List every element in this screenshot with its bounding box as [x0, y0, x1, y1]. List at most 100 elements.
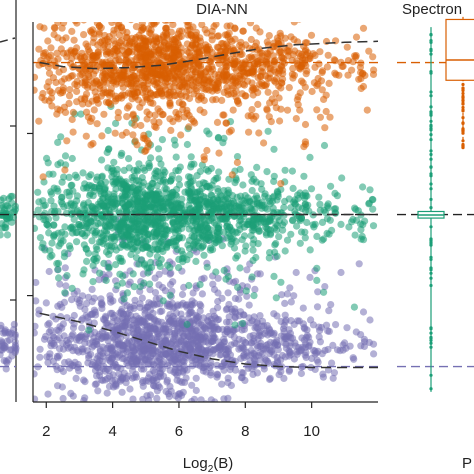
scatter-point — [245, 128, 253, 136]
scatter-point — [166, 177, 175, 185]
scatter-point — [144, 341, 152, 349]
scatter-point — [162, 58, 170, 66]
scatter-point — [329, 374, 337, 382]
scatter-point — [369, 205, 377, 213]
scatter-point — [161, 287, 169, 295]
scatter-point — [230, 89, 238, 97]
scatter-point — [33, 86, 38, 94]
scatter-point — [75, 221, 83, 229]
scatter-point — [343, 43, 351, 51]
scatter-point — [96, 347, 104, 355]
box-strip-point — [429, 271, 433, 275]
scatter-point — [57, 133, 65, 141]
scatter-point — [61, 223, 69, 231]
scatter-point — [81, 232, 89, 240]
scatter-point — [58, 324, 66, 332]
scatter-point — [192, 386, 200, 395]
scatter-point — [214, 224, 222, 232]
scatter-point — [99, 43, 107, 51]
scatter-point — [97, 24, 105, 32]
scatter-point — [360, 335, 368, 343]
scatter-point — [357, 226, 365, 234]
scatter-point — [58, 193, 66, 202]
scatter-point — [147, 99, 155, 107]
scatter-point — [274, 39, 282, 48]
scatter-point — [130, 283, 138, 291]
scatter-point — [359, 183, 367, 191]
left-scatter-point — [11, 348, 19, 356]
scatter-point — [135, 412, 142, 419]
scatter-point — [147, 258, 155, 266]
box-strip-point — [429, 127, 433, 131]
scatter-point — [166, 100, 174, 108]
scatter-point — [104, 126, 112, 135]
scatter-point — [248, 54, 256, 62]
scatter-point — [47, 44, 55, 52]
scatter-point — [248, 226, 256, 234]
scatter-point — [124, 401, 127, 402]
scatter-point — [227, 126, 235, 134]
scatter-point — [187, 8, 194, 15]
scatter-point — [87, 141, 95, 149]
scatter-point — [196, 62, 205, 70]
scatter-point — [170, 45, 178, 54]
scatter-point — [67, 343, 75, 351]
scatter-point — [236, 74, 244, 83]
box-strip-point — [461, 116, 465, 120]
scatter-point — [58, 200, 66, 208]
scatter-point — [54, 229, 62, 237]
scatter-point — [325, 307, 333, 315]
left-trend-line — [0, 37, 16, 43]
scatter-point — [59, 367, 67, 376]
scatter-point — [270, 172, 278, 180]
scatter-point — [50, 184, 58, 192]
scatter-point — [295, 317, 303, 325]
scatter-point — [255, 227, 263, 235]
scatter-point — [214, 304, 222, 312]
scatter-point — [212, 268, 220, 276]
scatter-point — [89, 262, 97, 270]
scatter-point — [369, 70, 378, 78]
box-strip-point — [429, 257, 433, 261]
scatter-point — [322, 107, 330, 116]
scatter-point — [112, 4, 119, 11]
scatter-point — [191, 188, 199, 196]
scatter-point — [87, 28, 96, 36]
scatter-point — [266, 375, 274, 384]
scatter-point — [86, 191, 94, 200]
scatter-point — [146, 286, 154, 294]
left-panel-content — [0, 37, 20, 373]
scatter-point — [131, 346, 139, 354]
scatter-point — [255, 129, 263, 137]
scatter-point — [158, 136, 166, 144]
scatter-point — [220, 266, 228, 274]
scatter-point — [208, 330, 217, 338]
scatter-point — [257, 67, 265, 75]
scatter-point — [43, 83, 51, 91]
scatter-point — [161, 14, 168, 21]
scatter-point — [101, 184, 109, 192]
scatter-point — [142, 326, 150, 334]
scatter-point — [325, 79, 333, 87]
scatter-point — [33, 73, 39, 81]
scatter-point — [192, 215, 201, 223]
scatter-point — [297, 369, 305, 378]
scatter-point — [275, 49, 283, 57]
scatter-point — [263, 58, 271, 67]
scatter-point — [40, 52, 48, 60]
scatter-point — [316, 338, 324, 346]
scatter-point — [236, 225, 244, 234]
scatter-point — [196, 106, 204, 114]
scatter-point — [239, 336, 247, 344]
scatter-point — [139, 23, 147, 31]
scatter-point — [232, 176, 240, 184]
scatter-point — [169, 65, 177, 73]
scatter-point — [91, 88, 99, 96]
scatter-point — [285, 84, 293, 92]
scatter-point — [203, 46, 211, 54]
scatter-point — [175, 175, 183, 183]
scatter-point — [170, 92, 179, 100]
scatter-point — [161, 22, 169, 24]
scatter-point — [65, 358, 73, 366]
box-strip-point — [429, 40, 433, 45]
